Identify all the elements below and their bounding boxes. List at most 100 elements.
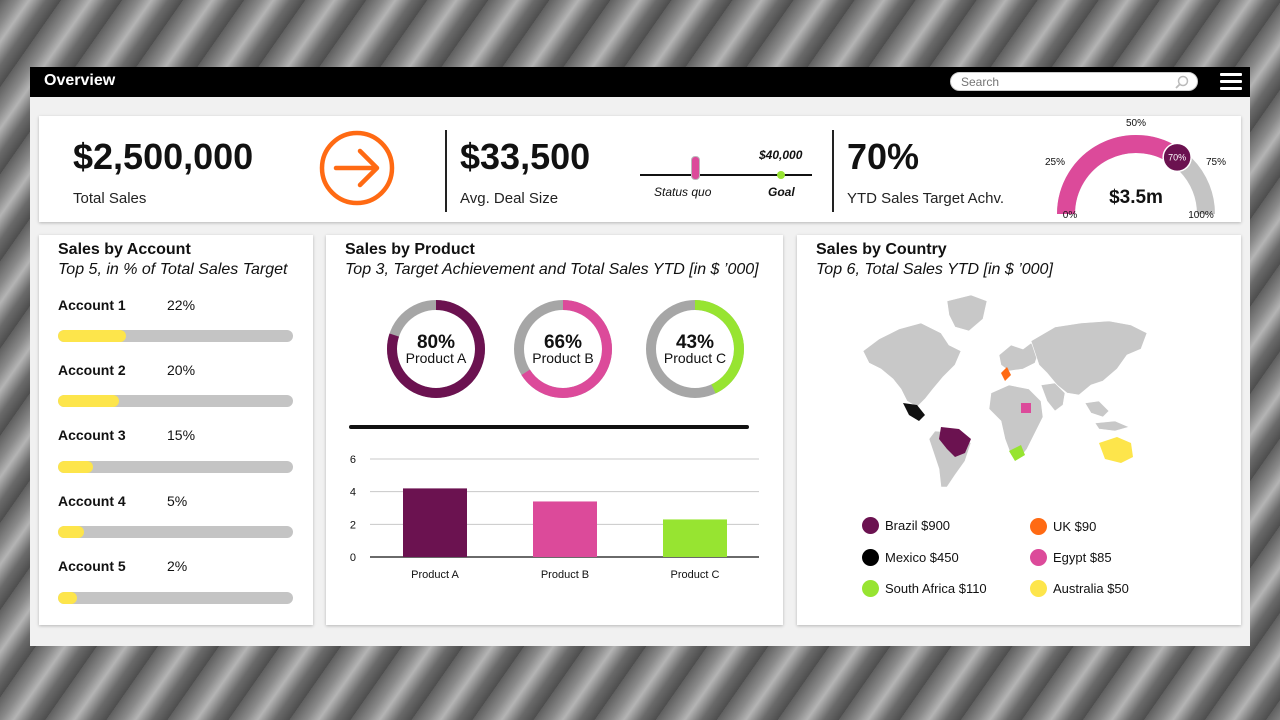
ytd-target-label: YTD Sales Target Achv. [847, 190, 1005, 207]
account-pct: 15% [167, 427, 196, 443]
search-icon[interactable] [1175, 75, 1189, 89]
account-name: Account 2 [58, 362, 126, 378]
sales-by-product-card: Sales by Product Top 3, Target Achieveme… [326, 235, 783, 625]
gauge-tick-75: 75% [1206, 157, 1226, 168]
bar-product-b [533, 501, 597, 557]
sales-by-country-card: Sales by Country Top 6, Total Sales YTD … [797, 235, 1241, 625]
page-title: Overview [44, 72, 116, 89]
deal-slider-track [640, 174, 812, 176]
account-pct: 22% [167, 297, 196, 313]
ytd-target-value: 70% [847, 136, 920, 177]
legend-brazil: Brazil $900 [862, 517, 950, 535]
donut-label: Product A [406, 350, 467, 366]
legend-dot [1030, 549, 1047, 567]
account-pct: 5% [167, 493, 188, 509]
kpi-divider [445, 130, 447, 212]
slider-right-label: Goal [768, 185, 795, 199]
donut-product-b: 66% Product B [514, 300, 612, 398]
legend-uk: UK $90 [1030, 518, 1096, 536]
section-title: Sales by Country [816, 241, 947, 258]
legend-south-africa: South Africa $110 [862, 580, 987, 598]
donut-product-a: 80% Product A [387, 300, 485, 398]
account-name: Account 1 [58, 297, 126, 313]
kpi-card: $2,500,000 Total Sales $33,500 Avg. Deal… [39, 116, 1241, 222]
gauge-tick-0: 0% [1063, 210, 1078, 221]
top-bar: Overview [30, 67, 1250, 97]
y-tick-label: 0 [350, 552, 356, 564]
account-bar-track [58, 461, 293, 473]
goal-marker-dot [777, 171, 785, 179]
section-title: Sales by Product [345, 241, 475, 258]
account-bar-track [58, 592, 293, 604]
account-bar-track [58, 330, 293, 342]
account-pct: 20% [167, 362, 196, 378]
account-bar-fill [58, 526, 84, 538]
total-sales-value: $2,500,000 [73, 136, 254, 177]
x-tick-label: Product B [541, 569, 589, 581]
hamburger-menu-icon[interactable] [1220, 73, 1242, 91]
bar-product-c [663, 519, 727, 557]
legend-australia: Australia $50 [1030, 580, 1129, 598]
legend-mexico: Mexico $450 [862, 549, 959, 567]
donut-label: Product B [532, 350, 593, 366]
legend-egypt: Egypt $85 [1030, 549, 1112, 567]
gauge-marker [1162, 142, 1192, 173]
y-tick-label: 2 [350, 519, 356, 531]
section-title: Sales by Account [58, 241, 191, 258]
account-name: Account 4 [58, 493, 126, 509]
gauge-center-value: $3.5m [1109, 187, 1163, 208]
search-input[interactable] [961, 73, 1171, 91]
slider-goal-value: $40,000 [759, 148, 803, 162]
x-tick-label: Product A [411, 569, 459, 581]
sales-by-account-card: Sales by Account Top 5, in % of Total Sa… [39, 235, 313, 625]
search-box[interactable] [950, 72, 1198, 91]
gauge-tick-100: 100% [1188, 210, 1214, 221]
deal-slider-thumb[interactable] [691, 156, 701, 180]
legend-dot [862, 517, 879, 535]
account-bar-fill [58, 592, 77, 604]
gauge-tick-25: 25% [1045, 157, 1065, 168]
arrow-right-circle-icon [319, 130, 395, 206]
bar-product-a [403, 488, 467, 557]
section-divider [349, 425, 749, 429]
map-south-africa [1009, 445, 1025, 461]
legend-dot [1030, 580, 1047, 598]
map-australia [1099, 437, 1133, 463]
total-sales-label: Total Sales [73, 190, 147, 207]
account-bar-track [58, 526, 293, 538]
donut-pct: 43% [676, 332, 714, 353]
account-bar-fill [58, 461, 94, 473]
section-subtitle: Top 6, Total Sales YTD [in $ ’000] [816, 261, 1053, 278]
account-bar-fill [58, 395, 120, 407]
map-egypt [1021, 403, 1031, 413]
account-name: Account 3 [58, 427, 126, 443]
legend-dot [1030, 518, 1047, 536]
gauge-marker-label: 70% [1168, 152, 1186, 162]
donut-pct: 66% [544, 332, 582, 353]
account-bar-track [58, 395, 293, 407]
map-uk [1001, 367, 1011, 381]
product-bar-chart: 0 2 4 6 Product A Product B Product C [350, 454, 759, 581]
map-brazil [939, 427, 971, 457]
account-bar-fill [58, 330, 127, 342]
map-mexico [903, 403, 925, 421]
donut-product-c: 43% Product C [646, 300, 744, 398]
y-tick-label: 4 [350, 487, 356, 499]
world-map [862, 294, 1148, 488]
legend-dot [862, 580, 879, 598]
section-subtitle: Top 3, Target Achievement and Total Sale… [345, 261, 759, 278]
gauge-tick-50: 50% [1126, 118, 1146, 129]
kpi-divider [832, 130, 834, 212]
donut-pct: 80% [417, 332, 455, 353]
product-donuts: 80% Product A 66% Product B 43% Product … [387, 300, 744, 398]
avg-deal-label: Avg. Deal Size [460, 190, 559, 207]
account-pct: 2% [167, 558, 188, 574]
account-name: Account 5 [58, 558, 126, 574]
slider-left-label: Status quo [654, 185, 712, 199]
dashboard-frame: Overview $2,500,000 Total Sales $33,500 … [30, 67, 1250, 646]
y-tick-label: 6 [350, 454, 356, 466]
avg-deal-value: $33,500 [460, 136, 591, 177]
x-tick-label: Product C [671, 569, 720, 581]
legend-dot [862, 549, 879, 567]
donut-label: Product C [664, 350, 726, 366]
